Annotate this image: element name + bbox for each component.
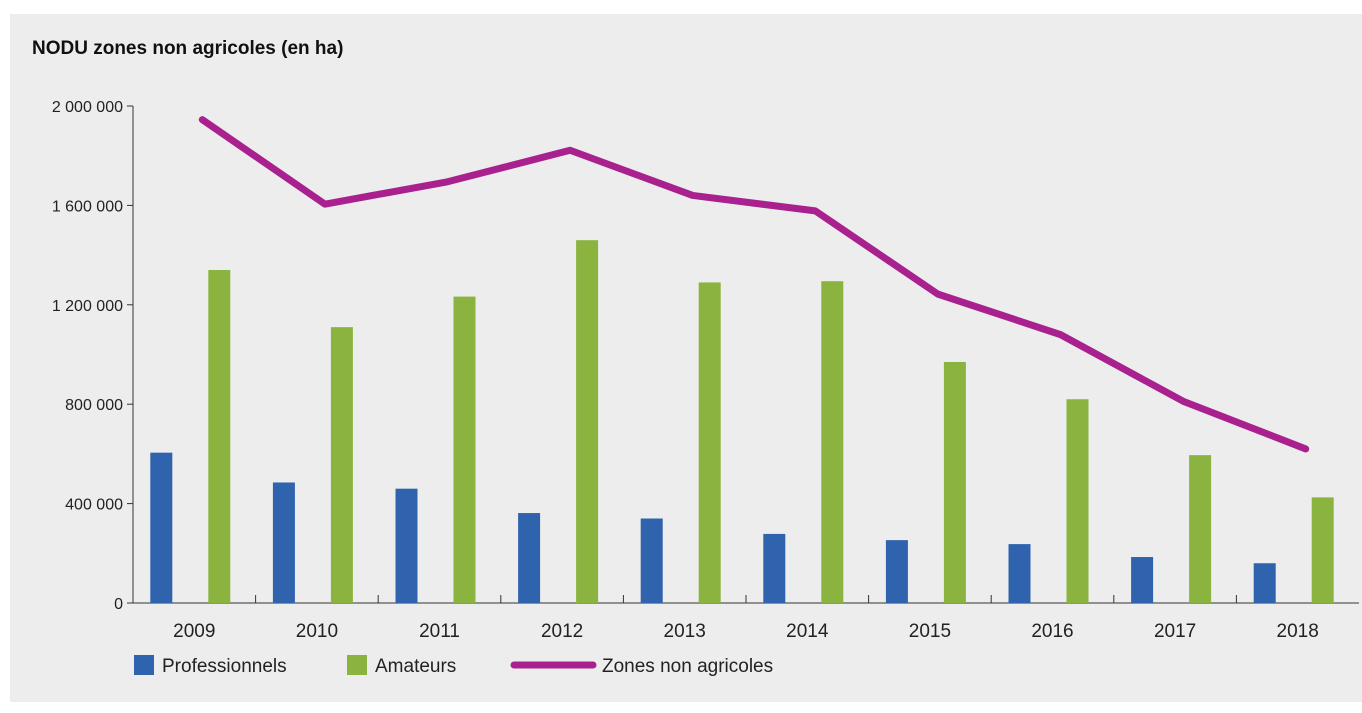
x-tick-label: 2013: [664, 621, 706, 642]
y-tick-label: 0: [114, 596, 123, 613]
x-tick-label: 2015: [909, 621, 951, 642]
bar-professionnels: [272, 482, 295, 603]
line-zones-non-agricoles: [198, 116, 1310, 453]
bar-amateurs: [1189, 455, 1212, 603]
bar-professionnels: [150, 452, 173, 603]
legend-swatch-professionnels: [134, 655, 154, 675]
bar-amateurs: [698, 282, 721, 603]
chart-title: NODU zones non agricoles (en ha): [32, 38, 344, 59]
y-tick-label: 2 000 000: [52, 99, 123, 116]
y-tick-label: 400 000: [65, 497, 123, 514]
bar-professionnels: [1253, 563, 1276, 603]
y-tick-label: 800 000: [65, 397, 123, 414]
bar-amateurs: [453, 296, 476, 603]
y-tick-label: 1 600 000: [52, 198, 123, 215]
line-series: [198, 116, 1310, 453]
y-tick-label: 1 200 000: [52, 298, 123, 315]
legend-label-zones: Zones non agricoles: [602, 656, 773, 677]
bar-professionnels: [885, 540, 908, 603]
x-tick-label: 2016: [1031, 621, 1073, 642]
x-tick-label: 2010: [296, 621, 338, 642]
bar-professionnels: [1008, 544, 1031, 603]
bar-professionnels: [763, 533, 786, 603]
x-tick-label: 2011: [419, 621, 460, 642]
legend-label-professionnels: Professionnels: [162, 656, 287, 677]
x-tick-label: 2018: [1277, 621, 1319, 642]
y-axis-ticks: 0 400 000 800 000 1 200 000 1 600 000 2 000 0…: [52, 99, 133, 613]
bar-professionnels: [1131, 557, 1154, 603]
x-tick-label: 2014: [786, 621, 829, 642]
bar-amateurs: [943, 361, 966, 603]
bar-professionnels: [518, 513, 541, 603]
bar-amateurs: [821, 281, 844, 603]
legend: Professionnels Amateurs Zones non agricole…: [134, 655, 773, 677]
axes: [132, 106, 1359, 604]
x-axis-ticks: 2009 2010 2011 2012 2013 2014 2015 2016 2017 2018: [173, 595, 1319, 642]
x-tick-label: 2009: [173, 621, 215, 642]
bars: [150, 240, 1334, 603]
legend-swatch-amateurs: [347, 655, 367, 675]
bar-amateurs: [576, 240, 599, 603]
legend-label-amateurs: Amateurs: [375, 656, 456, 677]
bar-amateurs: [208, 270, 231, 603]
bar-amateurs: [1066, 399, 1089, 603]
bar-amateurs: [1311, 497, 1334, 603]
x-tick-label: 2017: [1154, 621, 1196, 642]
x-tick-label: 2012: [541, 621, 583, 642]
bar-professionnels: [640, 518, 663, 603]
bar-professionnels: [395, 488, 418, 603]
bar-amateurs: [330, 327, 353, 603]
